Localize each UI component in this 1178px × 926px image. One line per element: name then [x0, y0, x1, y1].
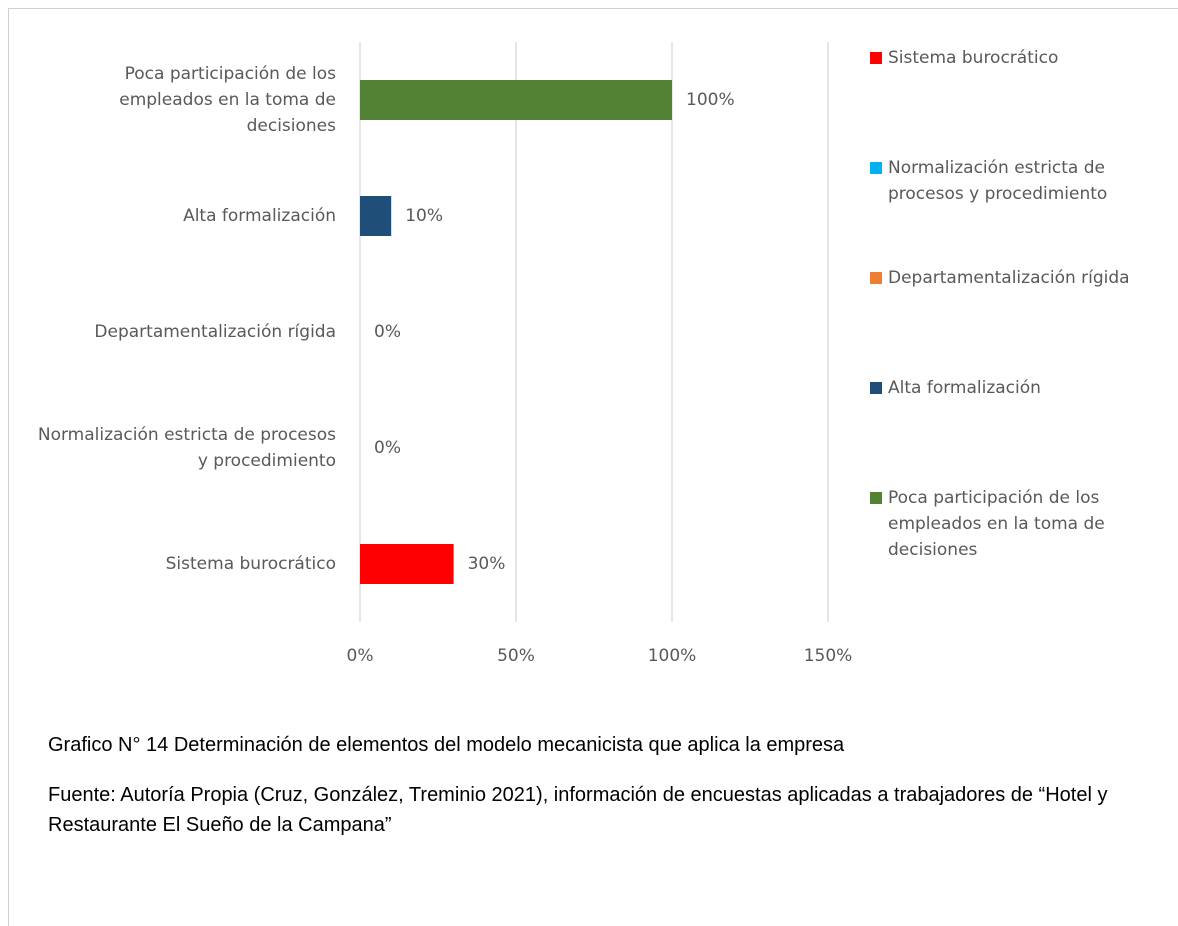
bar [360, 544, 454, 584]
legend-swatch [870, 52, 882, 64]
legend-swatch [870, 162, 882, 174]
y-tick-label: Sistema burocrático [165, 554, 336, 574]
legend-item: Departamentalización rígida [870, 265, 1160, 291]
x-tick-label: 0% [347, 646, 374, 666]
y-tick-label: Poca participación de los empleados en l… [119, 64, 336, 136]
legend-swatch [870, 492, 882, 504]
y-tick-label: Alta formalización [183, 206, 336, 226]
legend-swatch [870, 272, 882, 284]
x-tick-label: 50% [497, 646, 535, 666]
value-label: 100% [686, 90, 735, 110]
legend-swatch [870, 382, 882, 394]
legend-item: Alta formalización [870, 375, 1160, 401]
y-tick-label: Departamentalización rígida [94, 322, 336, 342]
frame [8, 8, 1178, 926]
legend-item: Poca participación de los empleados en l… [870, 485, 1160, 563]
legend-item: Normalización estricta de procesos y pro… [870, 155, 1160, 207]
legend-label: Departamentalización rígida [888, 268, 1130, 288]
y-tick-label: Normalización estricta de procesos y pro… [37, 425, 336, 471]
source: Fuente: Autoría Propia (Cruz, González, … [48, 784, 1108, 836]
x-tick-label: 150% [804, 646, 853, 666]
legend-label: Sistema burocrático [888, 48, 1059, 68]
value-label: 10% [405, 206, 443, 226]
legend-label: Poca participación de los empleados en l… [888, 488, 1105, 560]
legend-label: Normalización estricta de procesos y pro… [888, 158, 1108, 204]
value-label: 0% [374, 438, 401, 458]
value-label: 30% [468, 554, 506, 574]
bar [360, 80, 672, 120]
legend-label: Alta formalización [888, 378, 1041, 398]
caption: Grafico N° 14 Determinación de elementos… [48, 734, 845, 756]
x-tick-label: 100% [648, 646, 697, 666]
value-label: 0% [374, 322, 401, 342]
legend-item: Sistema burocrático [870, 45, 1160, 71]
bar [360, 196, 392, 236]
